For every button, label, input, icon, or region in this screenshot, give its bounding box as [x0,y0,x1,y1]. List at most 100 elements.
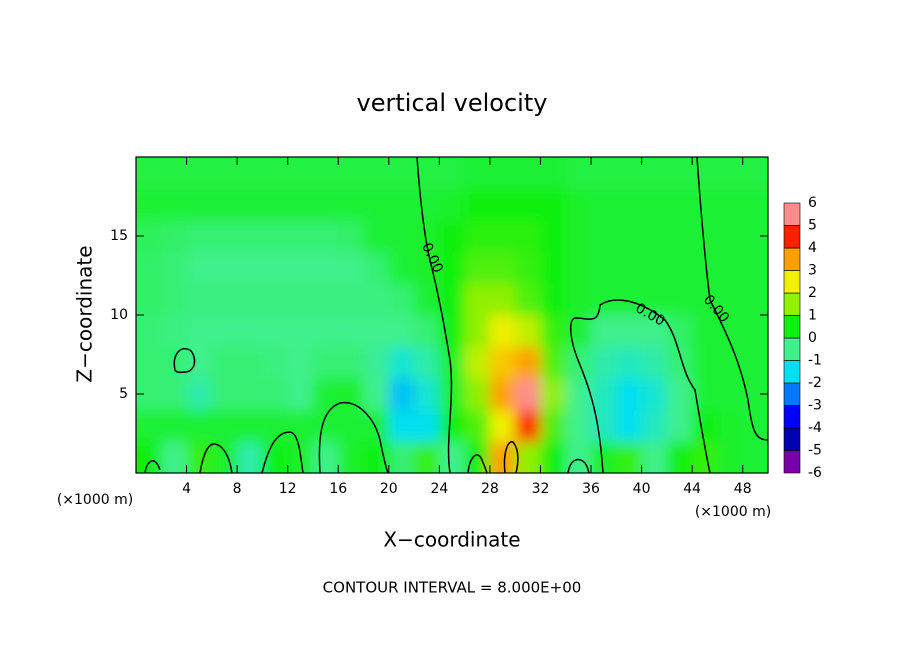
cell [211,409,238,442]
x-tick-label: 28 [481,481,499,497]
cell [565,188,592,221]
cell [161,441,188,473]
cell [388,441,415,473]
cell [287,315,314,348]
x-tick-label: 12 [279,481,297,497]
cell [363,283,390,316]
cell [136,346,162,379]
cell [312,315,339,348]
chart-title: vertical velocity [357,89,548,117]
cell [363,441,390,473]
cell [692,346,718,379]
colorbar-band [783,247,801,271]
cell [591,220,617,253]
cell [287,283,314,316]
cell [742,441,768,473]
cell [363,188,390,221]
cell [211,441,238,473]
x-tick-label: 32 [532,481,550,497]
cell [515,378,541,411]
cell [742,409,768,442]
cell [186,283,213,316]
cell [616,188,643,221]
cell [540,378,567,411]
cell [515,315,541,348]
cell [262,251,289,284]
cell [186,188,213,221]
colorbar-label: 0 [808,330,817,346]
cell [363,220,390,253]
cell [692,188,718,221]
cell [237,409,263,442]
cell [363,251,390,284]
colorbar-label: -5 [808,443,822,459]
colorbar: -6 -5 -4 -3 -2 -1 0 1 2 3 4 5 6 [783,195,822,481]
colorbar-label: 3 [808,263,817,279]
cell [439,409,466,442]
cell [439,283,466,316]
cell [287,220,314,253]
cell [287,409,314,442]
cell [742,188,768,221]
colorbar-band [783,315,801,339]
cell [287,157,314,190]
cell [616,441,643,473]
cell [489,315,516,348]
cell [237,157,263,190]
cell [489,157,516,190]
cell [414,346,440,379]
cell [388,157,415,190]
cell [540,220,567,253]
colorbar-label: -2 [808,375,822,391]
x-tick-label: 36 [582,481,600,497]
cell [363,315,390,348]
cell [565,251,592,284]
colorbar-band [783,427,801,451]
cell [515,346,541,379]
colorbar-band [783,450,801,474]
cell [692,315,718,348]
cell [641,251,668,284]
cell [742,346,768,379]
x-tick-label: 24 [430,481,448,497]
cell [287,188,314,221]
x-axis-label: X−coordinate [383,528,520,552]
colorbar-band [783,202,801,226]
cell [641,188,668,221]
cell [363,346,390,379]
cell [161,409,188,442]
cell [489,188,516,221]
colorbar-label: -6 [808,465,822,481]
cell [312,251,339,284]
cell [641,283,668,316]
cell [641,346,668,379]
cell [692,157,718,190]
cell [540,409,567,442]
cell [666,409,693,442]
cell [186,315,213,348]
cell [591,188,617,221]
cell [186,409,213,442]
contour-line [261,431,304,473]
cell [742,251,768,284]
cell [717,220,744,253]
cell [489,346,516,379]
cell [439,157,466,190]
cell [666,346,693,379]
cell [591,283,617,316]
cell [565,409,592,442]
cell [338,315,365,348]
cell [414,283,440,316]
cell [439,378,466,411]
cell [489,409,516,442]
cell [464,409,491,442]
cell [338,251,365,284]
cell [136,157,162,190]
colorbar-band [783,270,801,294]
cell [388,378,415,411]
cell [161,283,188,316]
cell [237,441,263,473]
cell [388,251,415,284]
cell [161,188,188,221]
cell [136,441,162,473]
